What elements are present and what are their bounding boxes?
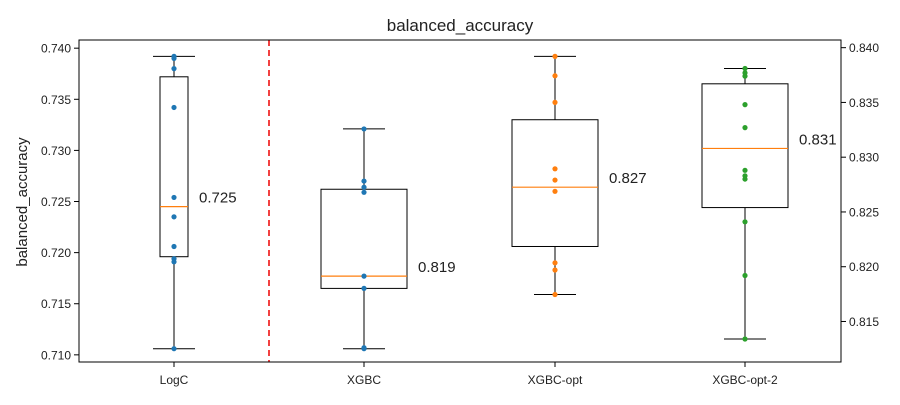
right-tick-label: 0.815 [849, 315, 879, 329]
left-tick-label: 0.740 [41, 42, 71, 56]
data-point-logc [171, 104, 177, 111]
right-tick-label: 0.820 [849, 260, 879, 274]
data-point-xgbc-opt-2 [742, 336, 748, 342]
data-point-xgbc [361, 285, 367, 291]
median-label-logc: 0.725 [199, 190, 237, 207]
data-point-xgbc-opt [552, 260, 558, 266]
data-point-xgbc-opt [552, 99, 558, 105]
left-tick-label: 0.720 [41, 246, 71, 260]
box-xgbc [320, 188, 408, 289]
data-point-xgbc-opt-2 [742, 65, 748, 72]
data-point-xgbc [361, 126, 367, 132]
data-point-xgbc-opt-2 [742, 167, 748, 173]
x-tick-label: XGBC-opt [528, 373, 583, 387]
left-tick-label: 0.730 [41, 144, 71, 158]
median-label-xgbc-opt-2: 0.831 [799, 131, 837, 148]
data-point-xgbc [361, 273, 367, 279]
data-point-logc [171, 66, 177, 72]
right-tick-label: 0.835 [849, 96, 879, 110]
data-point-xgbc-opt [552, 291, 558, 298]
data-point-logc [171, 243, 177, 250]
data-point-logc [171, 214, 177, 220]
x-tick-label: XGBC [347, 373, 381, 387]
chart-title: balanced_accuracy [387, 16, 534, 35]
data-point-xgbc [361, 346, 367, 352]
right-tick-label: 0.825 [849, 205, 879, 219]
median-label-xgbc: 0.819 [418, 259, 456, 276]
data-point-xgbc-opt [552, 188, 558, 194]
data-point-xgbc-opt [552, 53, 558, 59]
data-point-logc [171, 194, 177, 201]
box-xgbc-opt [511, 119, 599, 247]
x-tick-label: LogC [160, 373, 189, 387]
data-point-xgbc [361, 189, 367, 195]
median-label-xgbc-opt: 0.827 [609, 170, 647, 187]
box-xgbc-opt-2 [701, 83, 789, 209]
left-tick-label: 0.715 [41, 297, 71, 311]
data-point-xgbc-opt-2 [742, 125, 748, 131]
data-point-xgbc-opt-2 [742, 176, 748, 182]
left-tick-label: 0.725 [41, 195, 71, 209]
right-tick-label: 0.830 [849, 151, 879, 165]
plot-frame [78, 39, 842, 363]
data-point-xgbc-opt [552, 166, 558, 172]
left-tick-label: 0.735 [41, 93, 71, 107]
data-point-xgbc-opt-2 [742, 102, 748, 108]
data-point-xgbc [361, 184, 367, 190]
left-tick-label: 0.710 [41, 348, 71, 362]
data-point-xgbc-opt-2 [742, 219, 748, 225]
data-point-xgbc-opt-2 [742, 272, 748, 279]
data-point-logc [171, 259, 177, 265]
data-point-logc [171, 346, 177, 352]
right-tick-label: 0.840 [849, 41, 879, 55]
data-point-xgbc-opt [552, 267, 558, 273]
box-logc [159, 76, 189, 258]
data-point-xgbc-opt [552, 73, 558, 79]
plot-layer: 0.710 0.715 0.720 0.725 0.730 0.735 0.740 0.815… [41, 40, 879, 387]
data-point-logc [171, 55, 177, 62]
y-axis-label: balanced_accuracy [14, 137, 31, 267]
data-point-xgbc-opt-2 [742, 73, 748, 79]
data-point-xgbc-opt [552, 177, 558, 183]
data-point-xgbc [361, 178, 367, 184]
x-tick-label: XGBC-opt-2 [712, 373, 778, 387]
